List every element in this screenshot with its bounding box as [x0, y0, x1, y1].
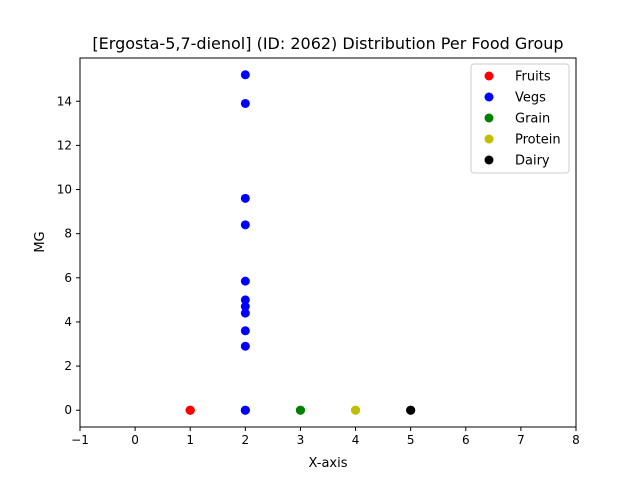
- x-tick-label: 3: [297, 433, 305, 447]
- y-axis-label: MG: [33, 231, 48, 252]
- point-grain: [295, 405, 305, 415]
- point-vegs: [240, 405, 250, 415]
- point-vegs: [240, 326, 250, 336]
- data-points: [185, 70, 416, 415]
- x-tick-label: 7: [517, 433, 525, 447]
- legend-marker: [484, 113, 494, 123]
- legend-marker: [484, 92, 494, 102]
- x-axis-label: X-axis: [309, 456, 348, 471]
- point-vegs: [240, 302, 250, 312]
- y-tick-label: 0: [64, 403, 72, 417]
- y-tick-label: 2: [64, 359, 72, 373]
- legend-label: Vegs: [515, 91, 546, 106]
- x-tick-label: 8: [572, 433, 580, 447]
- point-vegs: [240, 98, 250, 108]
- legend-marker: [484, 71, 494, 81]
- legend: Fruits Vegs Grain Protein Dairy: [470, 63, 570, 174]
- point-vegs: [240, 220, 250, 230]
- x-tick-label: 6: [462, 433, 470, 447]
- y-tick-label: 14: [57, 94, 72, 108]
- point-dairy: [406, 405, 416, 415]
- point-protein: [351, 405, 361, 415]
- plot-frame: [79, 57, 577, 428]
- point-vegs: [240, 295, 250, 305]
- y-tick-label: 10: [57, 183, 72, 197]
- legend-label: Grain: [515, 112, 550, 127]
- chart-title: [Ergosta-5,7-dienol] (ID: 2062) Distribu…: [92, 34, 563, 53]
- point-fruits: [185, 405, 195, 415]
- point-vegs: [240, 341, 250, 351]
- x-tick-label: −1: [71, 433, 89, 447]
- point-vegs: [240, 276, 250, 286]
- legend-label: Protein: [515, 133, 561, 148]
- y-tick-label: 4: [64, 315, 72, 329]
- x-tick-label: 4: [352, 433, 360, 447]
- legend-label: Dairy: [515, 154, 550, 169]
- x-tick-label: 1: [186, 433, 194, 447]
- x-tick-label: 5: [407, 433, 415, 447]
- point-vegs: [240, 308, 250, 318]
- legend-marker: [484, 155, 494, 165]
- point-vegs: [240, 193, 250, 203]
- x-tick-label: 0: [131, 433, 139, 447]
- legend-box: [470, 63, 570, 174]
- y-tick-label: 8: [64, 227, 72, 241]
- x-tick-label: 2: [242, 433, 250, 447]
- y-tick-label: 12: [57, 138, 72, 152]
- point-vegs: [240, 70, 250, 80]
- y-tick-label: 6: [64, 271, 72, 285]
- legend-marker: [484, 134, 494, 144]
- legend-label: Fruits: [515, 70, 551, 85]
